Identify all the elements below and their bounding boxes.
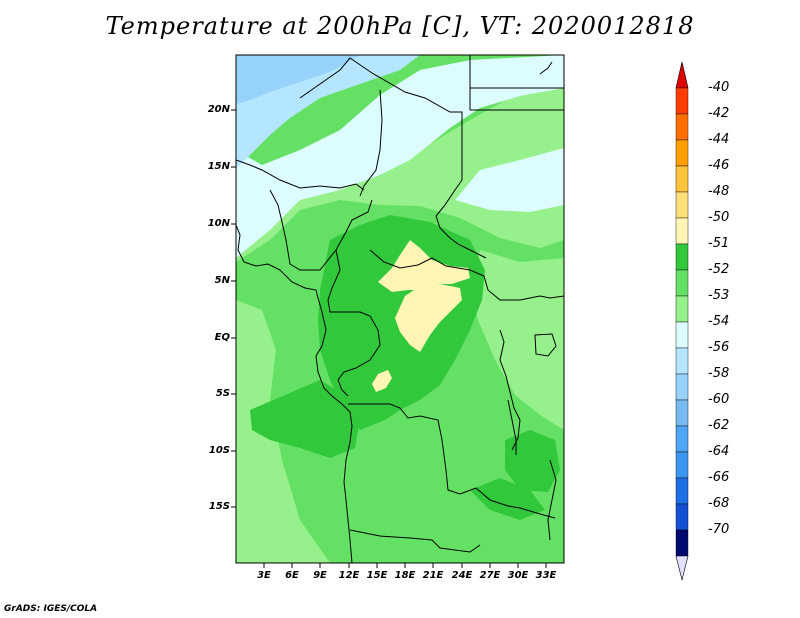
- field-band-52-southeast: [505, 430, 560, 492]
- angola-border: [349, 529, 481, 553]
- colorbar-label: -48: [708, 184, 730, 199]
- colorbar-swatch: [675, 139, 689, 167]
- field-band-52-southwest: [250, 380, 360, 458]
- colorbar-label: -68: [708, 496, 730, 511]
- colorbar-swatch: [675, 87, 689, 115]
- colorbar-label: -50: [708, 210, 730, 225]
- colorbar-swatch: [675, 191, 689, 219]
- car-border: [369, 249, 489, 291]
- plot-frame: [235, 54, 565, 564]
- colorbar-label: -51: [708, 236, 730, 251]
- colorbar-label: -53: [708, 288, 730, 303]
- colorbar-label: -58: [708, 366, 730, 381]
- colorbar-label: -64: [708, 444, 730, 459]
- colorbar-top-arrow: [675, 61, 689, 89]
- congo-border: [337, 315, 381, 397]
- colorbar-swatch: [675, 399, 689, 427]
- colorbar-swatch: [675, 269, 689, 297]
- axis-ticks: [231, 109, 547, 568]
- colorbar-label: -44: [708, 132, 730, 147]
- lon-label-33e: 33E: [535, 570, 557, 581]
- colorbar-swatch: [675, 425, 689, 453]
- field-band-54-southwest: [236, 300, 330, 563]
- lake-victoria: [534, 333, 557, 357]
- lon-label-24e: 24E: [451, 570, 473, 581]
- colorbar-label: -66: [708, 470, 730, 485]
- colorbar-swatch: [675, 165, 689, 193]
- great-lakes: [499, 329, 521, 451]
- mozambique-border: [547, 459, 557, 541]
- lat-label-15n: 15N: [207, 161, 230, 172]
- field-band-60: [236, 55, 360, 104]
- lon-label-9e: 9E: [313, 570, 327, 581]
- field-band-56: [236, 55, 564, 258]
- warm-patch-central: [395, 284, 462, 352]
- colorbar-swatch: [675, 529, 689, 557]
- lon-label-21e: 21E: [422, 570, 444, 581]
- warm-patch-south: [372, 370, 392, 392]
- field-band-54-north: [236, 85, 564, 262]
- boundaries: [236, 55, 564, 563]
- lon-label-15e: 15E: [366, 570, 388, 581]
- cameroon-border: [327, 249, 371, 317]
- lat-label-20n: 20N: [207, 104, 230, 115]
- lat-label-10s: 10S: [208, 445, 230, 456]
- lon-label-3e: 3E: [257, 570, 271, 581]
- colorbar-swatch: [675, 113, 689, 141]
- niger-chad-border: [359, 89, 383, 197]
- mali-niger-border: [236, 159, 365, 191]
- colorbar-label: -52: [708, 262, 730, 277]
- colorbar-swatch: [675, 217, 689, 245]
- colorbar-swatch: [675, 477, 689, 505]
- zambia-border: [475, 487, 556, 519]
- colorbar-swatch: [675, 451, 689, 479]
- colorbar-bottom-arrow: [675, 555, 689, 581]
- colorbar-swatch: [675, 243, 689, 271]
- chad-sudan-border: [435, 215, 487, 259]
- lat-label-10n: 10N: [207, 218, 230, 229]
- colorbar-label: -54: [708, 314, 730, 329]
- colorbar-label: -40: [708, 80, 730, 95]
- grads-credit: GrADS: IGES/COLA: [4, 604, 98, 614]
- nigeria-border: [269, 189, 373, 271]
- map-title: Temperature at 200hPa [C], VT: 202001281…: [105, 12, 695, 40]
- drc-border: [348, 403, 477, 495]
- lon-label-18e: 18E: [394, 570, 416, 581]
- lon-label-30e: 30E: [507, 570, 529, 581]
- lon-label-27e: 27E: [479, 570, 501, 581]
- field-band-56-northeast: [455, 148, 564, 212]
- sahara-northern-border: [299, 57, 463, 217]
- colorbar-swatch: [675, 295, 689, 323]
- lat-label-5s: 5S: [215, 388, 230, 399]
- red-sea-coast: [539, 61, 553, 75]
- lat-label-5n: 5N: [214, 275, 230, 286]
- colorbar-label: -46: [708, 158, 730, 173]
- colorbar: [675, 61, 689, 581]
- lake-tanganyika: [507, 399, 517, 455]
- east-border: [487, 289, 564, 301]
- colorbar-label: -60: [708, 392, 730, 407]
- colorbar-label: -70: [708, 522, 730, 537]
- colorbar-swatch: [675, 321, 689, 349]
- lat-label-eq: EQ: [214, 332, 230, 343]
- colorbar-label: -42: [708, 106, 730, 121]
- colorbar-swatch: [675, 503, 689, 531]
- lon-label-12e: 12E: [338, 570, 360, 581]
- temperature-field: [236, 55, 564, 563]
- warm-patch-north: [378, 240, 470, 292]
- colorbar-swatch: [675, 347, 689, 375]
- lon-label-6e: 6E: [285, 570, 299, 581]
- lat-label-15s: 15S: [208, 501, 230, 512]
- colorbar-label: -62: [708, 418, 730, 433]
- west-coastline: [236, 224, 353, 563]
- colorbar-swatch: [675, 373, 689, 401]
- colorbar-label: -56: [708, 340, 730, 355]
